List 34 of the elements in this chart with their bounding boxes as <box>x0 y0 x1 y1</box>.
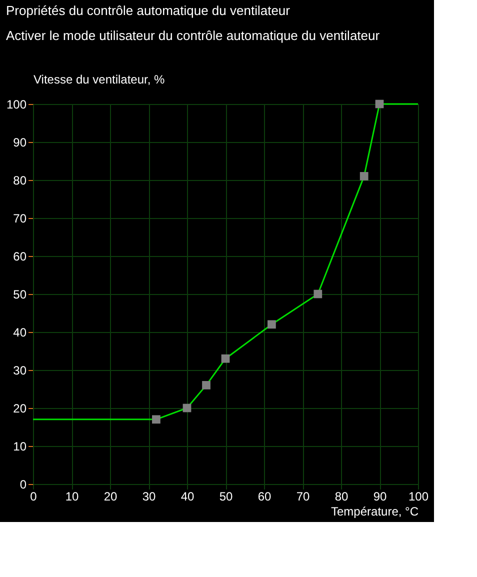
chart-title: Propriétés du contrôle automatique du ventilateur <box>6 3 291 18</box>
x-tick-label: 60 <box>258 490 272 504</box>
point <box>202 381 210 390</box>
x-tick-label: 20 <box>104 490 118 504</box>
y-tick-label: 100 <box>6 98 27 112</box>
point <box>221 354 230 363</box>
x-tick-label: 50 <box>219 490 233 504</box>
x-tick-label: 90 <box>373 490 387 504</box>
y-tick-label: 90 <box>13 136 27 150</box>
x-tick-label: 40 <box>180 490 194 504</box>
point <box>182 404 192 412</box>
x-tick-label: 70 <box>296 490 310 504</box>
y-tick-label: 50 <box>13 288 27 302</box>
y-tick-label: 60 <box>13 250 27 264</box>
point <box>375 100 384 108</box>
x-tick-label: 0 <box>30 490 38 504</box>
y-tick-label: 30 <box>13 364 27 378</box>
y-tick-label: 10 <box>13 440 27 454</box>
text: Activer le mode utilisateur du contrôle automatique du ventilateur <box>6 28 380 43</box>
x-tick-label: 80 <box>334 490 348 504</box>
x-tick-label: 10 <box>65 490 79 504</box>
point <box>268 320 276 329</box>
y-tick-label: 0 <box>20 478 27 492</box>
x-tick-label: 30 <box>142 490 156 504</box>
point <box>360 172 368 180</box>
point <box>314 290 322 298</box>
y-axis-title: Vitesse du ventilateur, % <box>34 72 166 86</box>
y-tick-label: 40 <box>13 326 27 340</box>
x-tick-label: 100 <box>408 490 429 504</box>
y-tick-label: 70 <box>13 212 27 226</box>
point <box>152 415 160 424</box>
y-tick-label: 80 <box>13 174 27 188</box>
y-tick-label: 20 <box>13 402 27 416</box>
x-axis-title: Température, °C <box>331 504 419 518</box>
